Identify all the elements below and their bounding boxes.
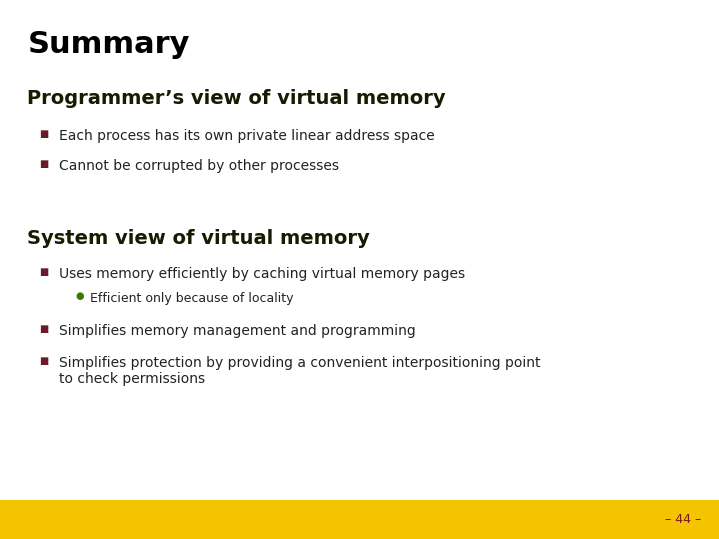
Text: Programmer’s view of virtual memory: Programmer’s view of virtual memory bbox=[27, 89, 446, 108]
Text: Simplifies memory management and programming: Simplifies memory management and program… bbox=[59, 324, 416, 338]
Bar bbox=[0, 500, 719, 539]
Text: ■: ■ bbox=[40, 159, 49, 169]
Text: ■: ■ bbox=[40, 129, 49, 140]
Text: Cannot be corrupted by other processes: Cannot be corrupted by other processes bbox=[59, 159, 339, 173]
Text: ■: ■ bbox=[40, 324, 49, 335]
Text: Efficient only because of locality: Efficient only because of locality bbox=[90, 292, 293, 305]
Text: ●: ● bbox=[75, 291, 84, 301]
Text: Uses memory efficiently by caching virtual memory pages: Uses memory efficiently by caching virtu… bbox=[59, 267, 465, 281]
Text: ■: ■ bbox=[40, 356, 49, 366]
Text: – 44 –: – 44 – bbox=[665, 513, 701, 526]
Text: ■: ■ bbox=[40, 267, 49, 277]
Text: System view of virtual memory: System view of virtual memory bbox=[27, 229, 370, 248]
Text: Summary: Summary bbox=[27, 30, 190, 59]
Text: Each process has its own private linear address space: Each process has its own private linear … bbox=[59, 129, 435, 143]
Text: Simplifies protection by providing a convenient interpositioning point
to check : Simplifies protection by providing a con… bbox=[59, 356, 541, 386]
